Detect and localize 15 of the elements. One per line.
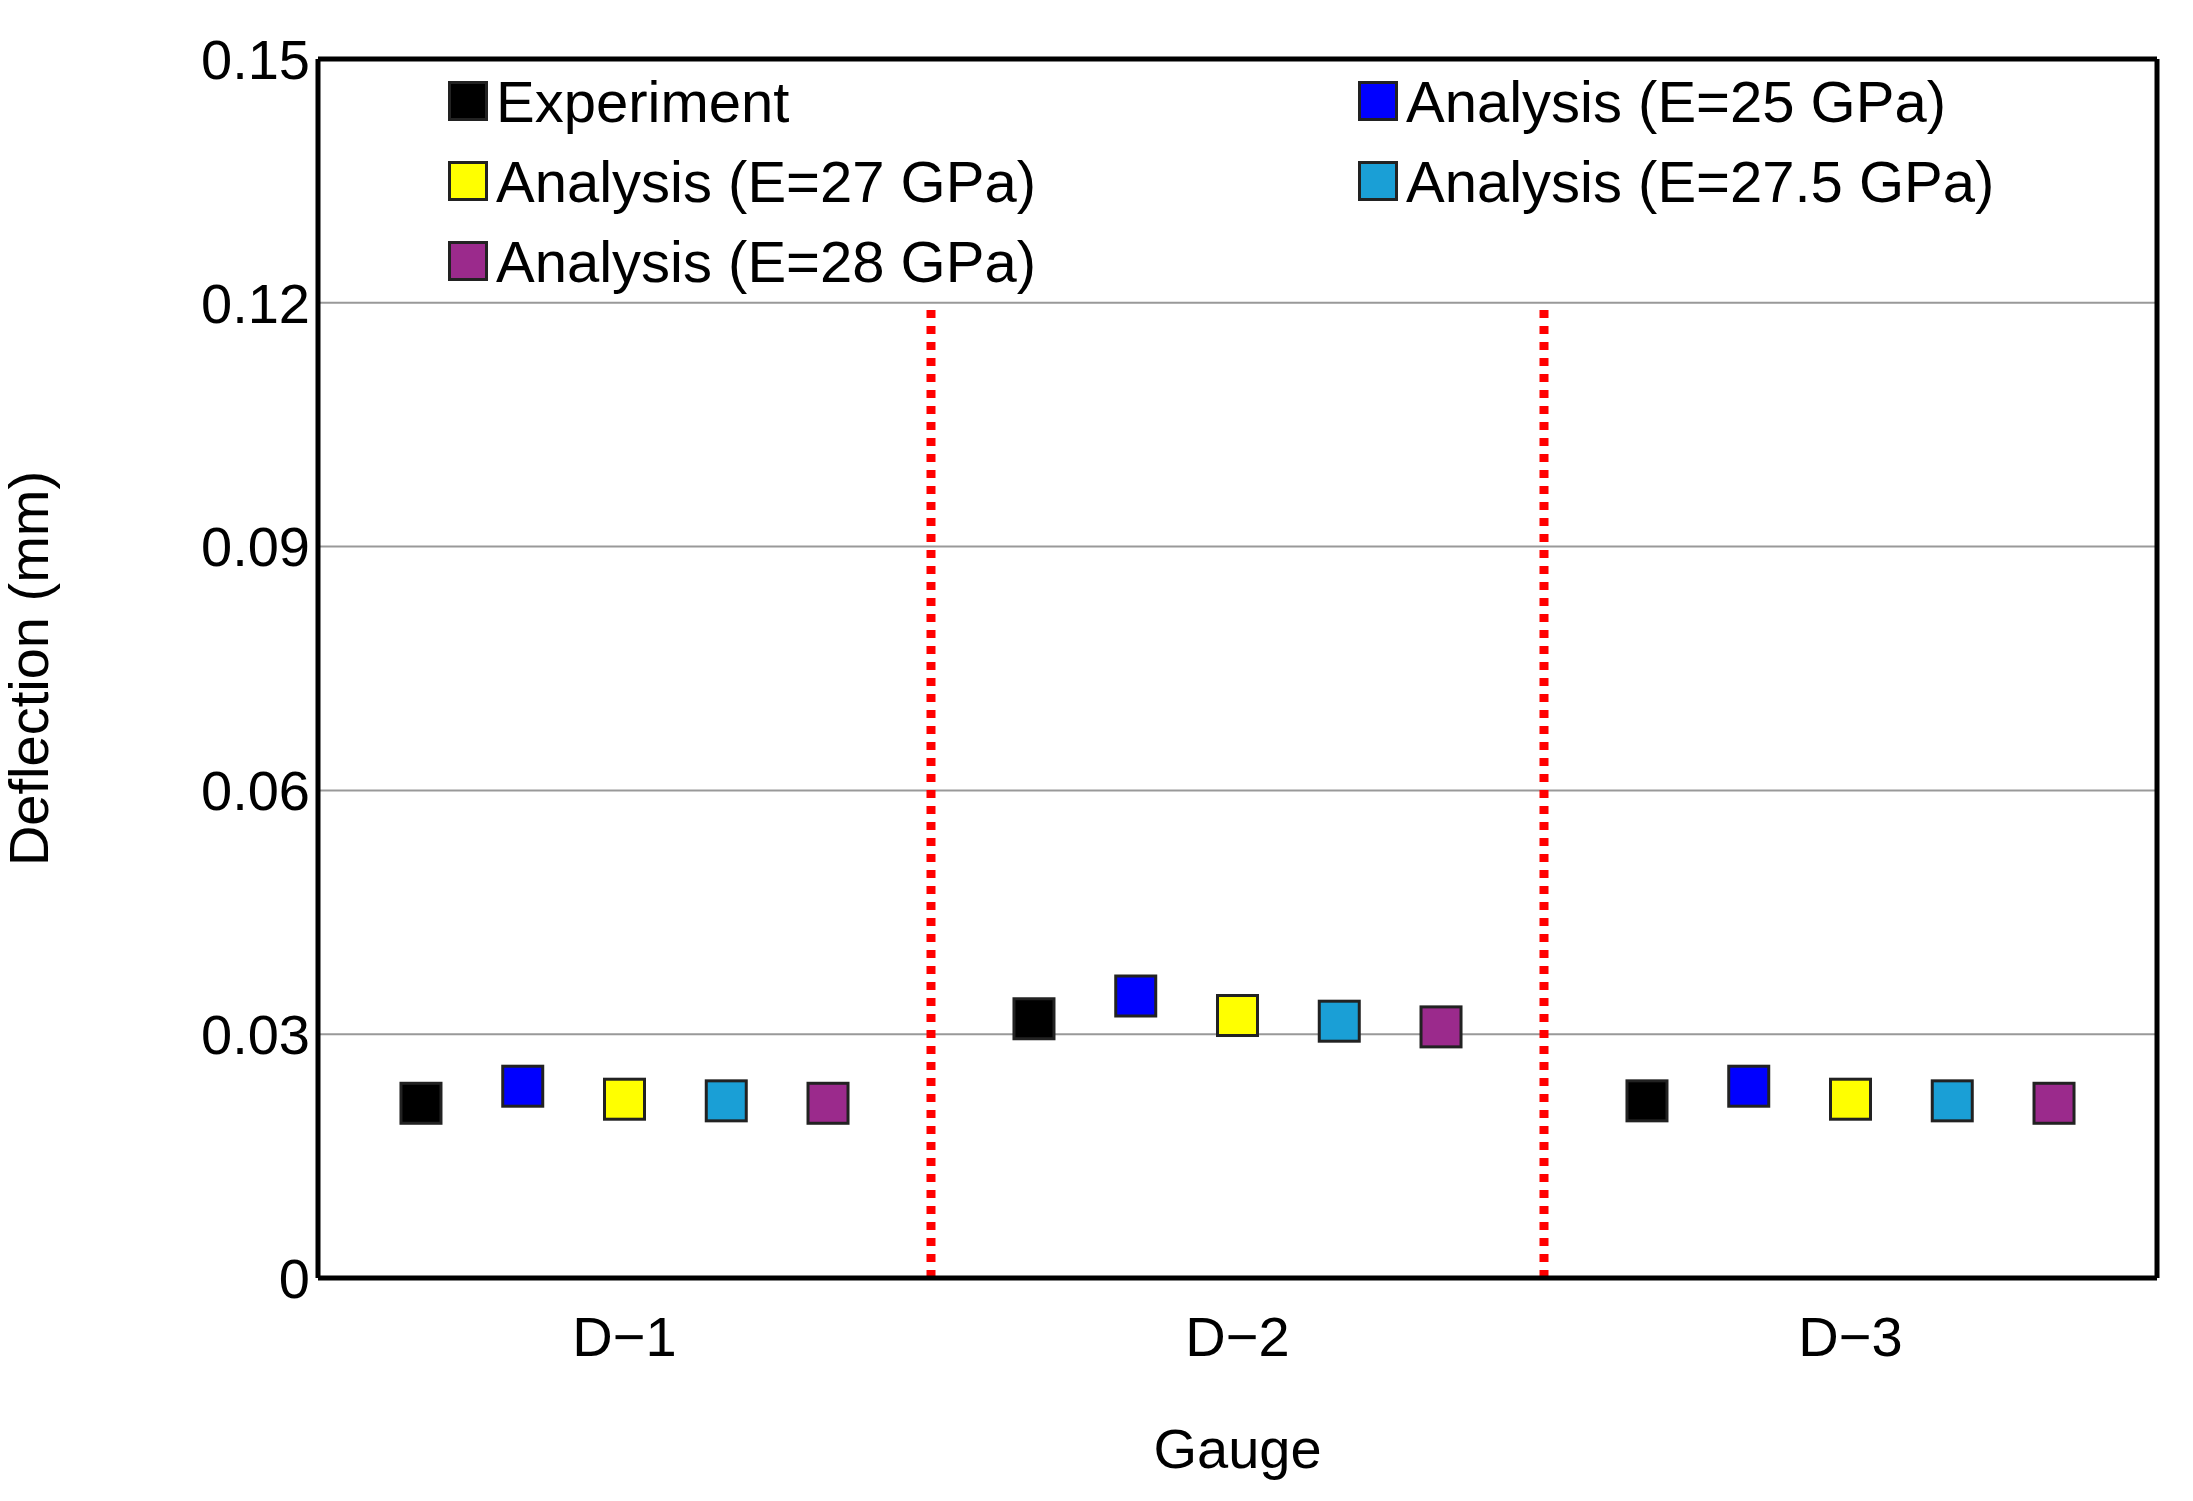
x-tick-label: D−2 — [1185, 1304, 1290, 1368]
y-tick-label: 0.12 — [201, 271, 310, 335]
y-tick-label: 0.06 — [201, 759, 310, 823]
y-tick-label: 0.15 — [201, 27, 310, 91]
x-tick-label: D−1 — [572, 1304, 677, 1368]
legend-label: Analysis (E=27 GPa) — [496, 147, 1036, 215]
y-tick-label: 0.09 — [201, 515, 310, 579]
x-axis-title: Gauge — [1153, 1417, 1322, 1480]
legend-label: Analysis (E=25 GPa) — [1406, 67, 1946, 135]
legend-label: Analysis (E=27.5 GPa) — [1406, 147, 1995, 215]
legend-label: Experiment — [496, 67, 790, 135]
y-tick-label: 0.03 — [201, 1003, 310, 1067]
y-tick-label: 0 — [278, 1246, 310, 1310]
legend-label: Analysis (E=28 GPa) — [496, 227, 1036, 295]
x-tick-label: D−3 — [1798, 1304, 1903, 1368]
